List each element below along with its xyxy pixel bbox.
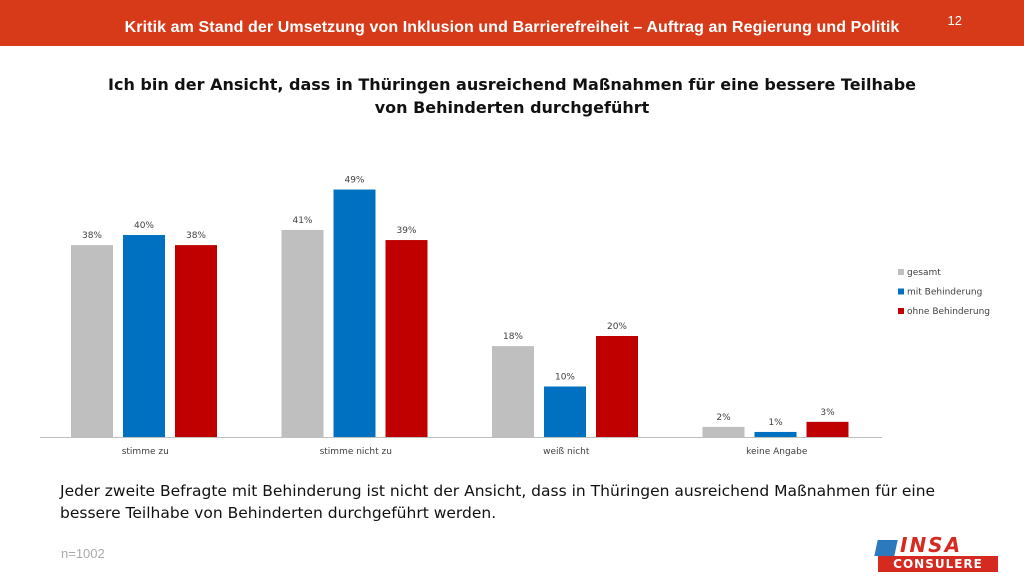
sample-size: n=1002 — [61, 546, 105, 561]
bar — [754, 431, 797, 437]
data-label: 10% — [555, 373, 575, 383]
bar — [71, 245, 113, 437]
chart-title: Ich bin der Ansicht, dass in Thüringen a… — [108, 75, 916, 117]
legend-swatch — [898, 308, 904, 314]
bar — [806, 421, 849, 437]
logo-insa-text: INSA — [900, 533, 963, 557]
data-label: 49% — [344, 176, 364, 186]
x-tick-label: weiß nicht — [543, 447, 590, 457]
conclusion-text: Jeder zweite Befragte mit Behinderung is… — [60, 482, 936, 522]
bar — [281, 229, 324, 437]
legend-swatch — [898, 288, 904, 295]
data-label: 39% — [396, 226, 416, 236]
legend-label: ohne Behinderung — [907, 307, 990, 317]
legend-swatch — [898, 269, 904, 275]
bar — [333, 189, 376, 437]
logo-consulere-text: CONSULERE — [878, 556, 998, 572]
bar — [544, 386, 586, 437]
bar — [596, 336, 638, 437]
data-label: 1% — [768, 418, 783, 428]
bar — [492, 346, 534, 437]
x-tick-label: keine Angabe — [746, 447, 808, 457]
bar-chart: 38% 40% 38% stimme zu 41% 49% 39% stimme nicht … — [40, 176, 990, 457]
logo-square-icon — [874, 540, 898, 556]
bar — [123, 235, 165, 437]
bar — [175, 245, 217, 437]
data-label: 3% — [820, 408, 835, 418]
bar — [385, 240, 428, 437]
x-tick-label: stimme zu — [122, 447, 169, 457]
data-label: 38% — [186, 231, 206, 241]
data-label: 41% — [292, 216, 312, 226]
data-label: 18% — [503, 332, 523, 342]
data-label: 2% — [716, 413, 731, 423]
insa-consulere-logo: INSA CONSULERE — [874, 533, 998, 574]
data-label: 20% — [607, 322, 627, 332]
page-number: 12 — [947, 13, 962, 28]
header-bar — [0, 0, 1024, 46]
legend-label: mit Behinderung — [907, 288, 982, 298]
legend-label: gesamt — [907, 268, 941, 278]
data-label: 38% — [82, 231, 102, 241]
data-label: 40% — [134, 221, 154, 231]
x-tick-label: stimme nicht zu — [320, 447, 392, 457]
bar — [702, 426, 745, 437]
header-title: Kritik am Stand der Umsetzung von Inklus… — [124, 19, 900, 36]
